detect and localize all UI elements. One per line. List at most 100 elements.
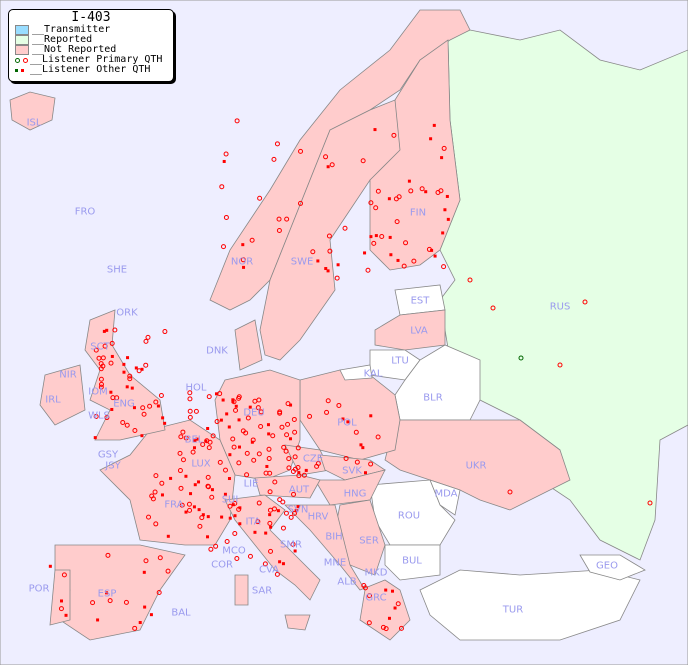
listener-primary-marker: [271, 156, 277, 162]
listener-other-marker: [122, 362, 126, 366]
listener-primary-marker: [177, 468, 183, 474]
listener-primary-marker: [120, 420, 126, 426]
country-sar: [234, 574, 249, 606]
listener-other-marker: [234, 404, 238, 408]
listener-primary-marker: [395, 601, 401, 607]
listener-primary-marker: [157, 555, 163, 561]
country-label-pol: POL: [337, 417, 357, 429]
listener-primary-marker: [383, 626, 389, 632]
listener-primary-marker: [283, 448, 289, 454]
listener-primary-marker: [391, 132, 397, 138]
listener-other-marker: [231, 503, 235, 507]
listener-primary-marker: [187, 396, 193, 402]
country-label-ser: SER: [359, 535, 379, 547]
listener-other-marker: [288, 437, 292, 441]
listener-other-marker: [326, 269, 330, 273]
listener-primary-marker: [277, 410, 283, 416]
listener-other-marker: [443, 208, 447, 212]
country-label-geo: GEO: [596, 560, 618, 572]
listener-primary-marker: [190, 449, 196, 455]
listener-other-marker: [237, 418, 241, 422]
country-label-fra: FRA: [164, 499, 184, 511]
legend-label: __Listener Primary QTH: [30, 54, 163, 65]
country-label-hol: HOL: [185, 382, 207, 394]
country-label-cor: COR: [211, 559, 233, 571]
listener-other-marker: [336, 263, 340, 267]
listener-other-marker: [359, 443, 363, 447]
listener-primary-marker: [284, 432, 290, 438]
listener-other-marker: [201, 513, 205, 517]
listener-other-marker: [441, 231, 445, 235]
country-label-tur: TUR: [502, 604, 524, 616]
listener-primary-marker: [124, 422, 130, 428]
listener-other-marker: [96, 618, 100, 622]
legend-primary-qth: __Listener Primary QTH: [9, 55, 173, 65]
listener-primary-marker: [104, 415, 110, 421]
listener-other-marker: [192, 446, 196, 450]
listener-other-marker: [432, 123, 436, 127]
listener-primary-marker: [288, 514, 294, 520]
country-tur: [419, 569, 641, 641]
listener-primary-marker: [178, 434, 184, 440]
country-label-nor: NOR: [230, 256, 254, 268]
listener-primary-marker: [582, 299, 588, 305]
listener-primary-marker: [219, 184, 225, 190]
listener-other-marker: [228, 453, 232, 457]
listener-primary-marker: [217, 391, 223, 397]
country-label-mkd: MKD: [364, 567, 388, 579]
listener-primary-marker: [208, 546, 214, 552]
country-label-wls: WLS: [88, 410, 110, 422]
listener-other-marker: [195, 437, 199, 441]
listener-primary-marker: [295, 445, 301, 451]
listener-other-marker: [64, 613, 68, 617]
listener-primary-marker: [291, 510, 297, 516]
listener-other-marker: [122, 370, 126, 374]
listener-primary-marker: [143, 338, 149, 344]
country-label-deu: DEU: [243, 407, 265, 419]
listener-primary-marker: [209, 494, 215, 500]
listener-other-marker: [364, 471, 368, 475]
listener-primary-marker: [310, 249, 316, 255]
listener-primary-marker: [152, 489, 158, 495]
listener-other-marker: [265, 464, 269, 468]
listener-primary-marker: [158, 393, 164, 399]
listener-other-marker: [266, 423, 270, 427]
listener-primary-marker: [224, 538, 230, 544]
listener-primary-marker: [255, 519, 261, 525]
listener-primary-marker: [401, 263, 407, 269]
listener-primary-marker: [179, 502, 185, 508]
square-marker-icon: [21, 68, 24, 72]
listener-primary-marker: [205, 474, 211, 480]
listener-other-marker: [396, 258, 400, 262]
country-label-rus: RUS: [549, 301, 571, 313]
listener-primary-marker: [145, 334, 151, 340]
legend-label: __Listener Other QTH: [30, 64, 151, 75]
listener-other-marker: [184, 510, 188, 514]
listener-primary-marker: [336, 402, 342, 408]
listener-primary-marker: [98, 384, 104, 390]
legend-transmitter: __Transmitter: [9, 25, 173, 35]
listener-primary-marker: [379, 234, 385, 240]
listener-primary-marker: [256, 451, 262, 457]
listener-other-marker: [130, 386, 134, 390]
listener-primary-marker: [290, 541, 296, 547]
listener-other-marker: [424, 190, 428, 194]
listener-primary-marker: [277, 497, 283, 503]
listener-primary-marker: [263, 470, 269, 476]
listener-primary-marker: [366, 593, 372, 599]
listener-primary-marker: [267, 520, 273, 526]
listener-primary-marker: [334, 275, 340, 281]
listener-primary-marker: [244, 450, 250, 456]
listener-primary-marker: [276, 216, 282, 222]
country-label-iom: IOM: [88, 386, 108, 398]
listener-other-marker: [149, 613, 153, 617]
listener-primary-marker: [360, 158, 366, 164]
country-label-sar: SAR: [251, 585, 273, 597]
listener-other-marker: [189, 492, 193, 496]
listener-primary-marker: [368, 200, 374, 206]
listener-primary-marker: [327, 248, 333, 254]
country-label-eng: ENG: [113, 398, 135, 410]
listener-primary-marker: [647, 500, 653, 506]
listener-primary-marker: [187, 390, 193, 396]
legend-title: I-403: [71, 10, 111, 25]
